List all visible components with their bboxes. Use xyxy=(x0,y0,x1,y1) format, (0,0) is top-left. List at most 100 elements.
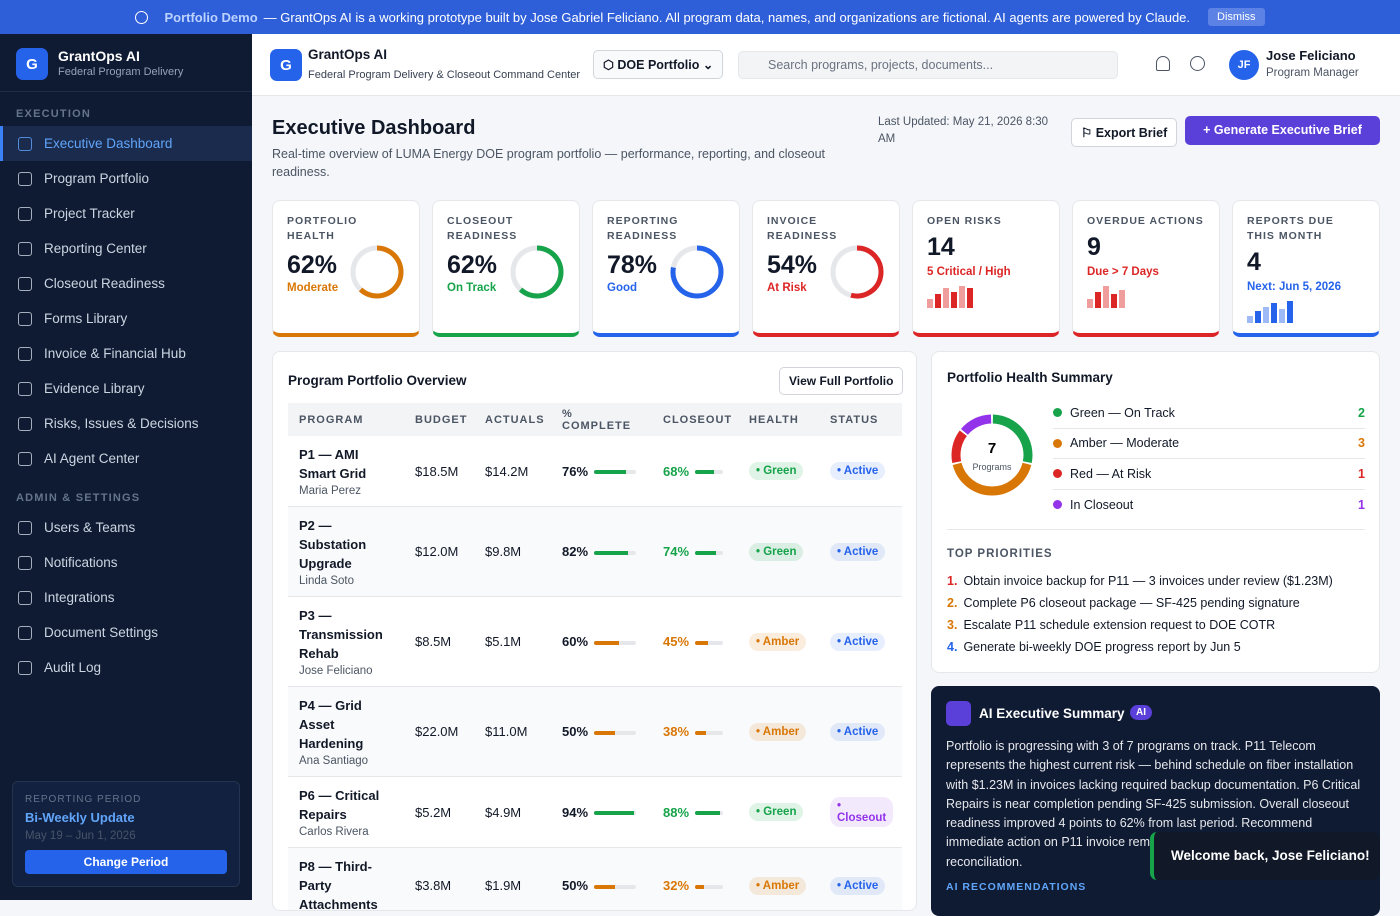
spark-bar xyxy=(959,286,965,308)
complete-cell: 50% xyxy=(551,847,652,910)
bell-icon[interactable] xyxy=(1156,56,1170,71)
kpi-text: 54% At Risk xyxy=(767,251,817,294)
program-cell: P1 — AMI Smart Grid Maria Perez xyxy=(288,436,404,507)
info-icon xyxy=(135,10,149,24)
theme-icon[interactable] xyxy=(1190,56,1205,71)
progress-track xyxy=(594,884,637,889)
kpi-donut xyxy=(670,245,724,299)
nav-item[interactable]: Evidence Library xyxy=(0,371,252,406)
nav-item[interactable]: Integrations xyxy=(0,580,252,615)
kpi-body: 62% On Track xyxy=(447,244,565,300)
kpi-status: 5 Critical / High xyxy=(927,266,1011,278)
legend-dot xyxy=(1053,500,1062,510)
sparkline xyxy=(1087,286,1125,308)
column-header: STATUS xyxy=(819,403,902,436)
progress-fill xyxy=(594,550,629,555)
user-role: Program Manager xyxy=(1266,67,1359,79)
dismiss-button[interactable]: Dismiss xyxy=(1208,8,1265,26)
sidebar-brand: G GrantOps AI Federal Program Delivery xyxy=(0,34,252,92)
nav-label: Integrations xyxy=(44,590,115,605)
spark-bar xyxy=(935,294,941,308)
total: 7 xyxy=(988,440,996,457)
priority-text: Obtain invoice backup for P11 — 3 invoic… xyxy=(963,574,1333,588)
nav-item[interactable]: Program Portfolio xyxy=(0,161,252,196)
health-donut: 7 Programs xyxy=(951,414,1033,496)
ai-recs: AI RECOMMENDATIONS xyxy=(946,881,1087,893)
kpi-status: Good xyxy=(607,281,638,294)
budget: $18.5M xyxy=(404,436,474,507)
table-row: P3 — Transmission Rehab Jose Feliciano $8.… xyxy=(288,596,902,687)
nav-label: Evidence Library xyxy=(44,381,145,396)
nav-item[interactable]: Users & Teams xyxy=(0,510,252,545)
health-segment xyxy=(952,462,1032,496)
nav-item[interactable]: Forms Library xyxy=(0,301,252,336)
column-header: % COMPLETE xyxy=(551,403,652,436)
view-portfolio-button[interactable]: View Full Portfolio xyxy=(779,367,904,395)
nav-label: Notifications xyxy=(44,555,118,570)
ai-text: Portfolio is progressing with 3 of 7 pro… xyxy=(946,739,1361,869)
closeout-cell: 74% xyxy=(652,506,738,597)
complete-cell: 82% xyxy=(551,506,652,597)
generate-button[interactable]: + Generate Executive Brief xyxy=(1185,116,1380,145)
closeout-label: 32% xyxy=(663,878,690,893)
kpi-label: INVOICE READINESS xyxy=(767,215,838,242)
kpi-card: REPORTS DUE THIS MONTH 4 Next: Jun 5, 2026 xyxy=(1232,200,1380,337)
kpi-label: REPORTING READINESS xyxy=(607,215,679,242)
avatar[interactable]: JF xyxy=(1229,50,1259,80)
kpi-value: 4 xyxy=(1247,248,1261,276)
health-label: Green xyxy=(763,806,797,818)
portfolio-select[interactable]: ⬡ DOE Portfolio ⌄ xyxy=(593,50,724,79)
health-badge: • Amber xyxy=(749,632,807,651)
legend-name: In Closeout xyxy=(1070,497,1134,512)
export-label: Export Brief xyxy=(1095,126,1168,140)
nav-item[interactable]: Executive Dashboard xyxy=(0,126,252,161)
actuals: $9.8M xyxy=(474,506,551,597)
nav-item[interactable]: Document Settings xyxy=(0,615,252,650)
health-badge: • Green xyxy=(749,803,804,821)
nav-item[interactable]: Closeout Readiness xyxy=(0,266,252,301)
search[interactable]: Search programs, projects, documents... xyxy=(738,51,1118,79)
program-manager: Maria Perez xyxy=(299,485,361,497)
program-cell: P2 — Substation Upgrade Linda Soto xyxy=(288,506,404,597)
budget: $3.8M xyxy=(404,847,474,910)
sparkline xyxy=(1247,301,1293,323)
kpi-status: Moderate xyxy=(287,281,339,294)
legend-dot xyxy=(1053,469,1062,479)
nav-item[interactable]: Risks, Issues & Decisions xyxy=(0,406,252,441)
nav-item[interactable]: Notifications xyxy=(0,545,252,580)
export-button[interactable]: ⚐ Export Brief xyxy=(1071,118,1178,147)
kpi-body: 54% At Risk xyxy=(767,244,885,300)
complete-label: 82% xyxy=(562,544,589,559)
progress-track xyxy=(695,550,724,555)
kpi-text: 62% On Track xyxy=(447,251,497,294)
kpi-card: OPEN RISKS 14 5 Critical / High xyxy=(912,200,1060,337)
spark-bar xyxy=(951,292,957,308)
closeout-label: 38% xyxy=(663,724,690,739)
nav-icon xyxy=(18,520,32,535)
complete-cell: 60% xyxy=(551,596,652,687)
nav-item[interactable]: Project Tracker xyxy=(0,196,252,231)
complete-cell: 94% xyxy=(551,776,652,848)
nav-item[interactable]: Reporting Center xyxy=(0,231,252,266)
complete-cell: 76% xyxy=(551,436,652,507)
nav-item[interactable]: Invoice & Financial Hub xyxy=(0,336,252,371)
spark-bar xyxy=(943,288,949,308)
program-name: P4 — Grid Asset Hardening xyxy=(299,698,364,751)
nav-item[interactable]: Audit Log xyxy=(0,650,252,685)
change-period-button[interactable]: Change Period xyxy=(25,850,227,874)
spark-bar xyxy=(1119,290,1125,308)
progress-track xyxy=(594,640,637,645)
legend-name: Green — On Track xyxy=(1070,405,1175,420)
spark-bar xyxy=(927,299,933,308)
spark-bar xyxy=(1095,292,1101,308)
kpi-value: 14 xyxy=(927,233,955,261)
health-label: Amber xyxy=(762,635,800,648)
program-manager: Linda Soto xyxy=(299,575,354,587)
kpi-status: On Track xyxy=(447,281,497,294)
priority-num: 2. xyxy=(947,596,958,610)
logo: G xyxy=(270,49,302,81)
status-cell: • Active xyxy=(819,596,902,687)
health-card: Portfolio Health Summary 7 Programs Gree… xyxy=(931,351,1380,673)
nav-item[interactable]: AI Agent Center xyxy=(0,441,252,476)
